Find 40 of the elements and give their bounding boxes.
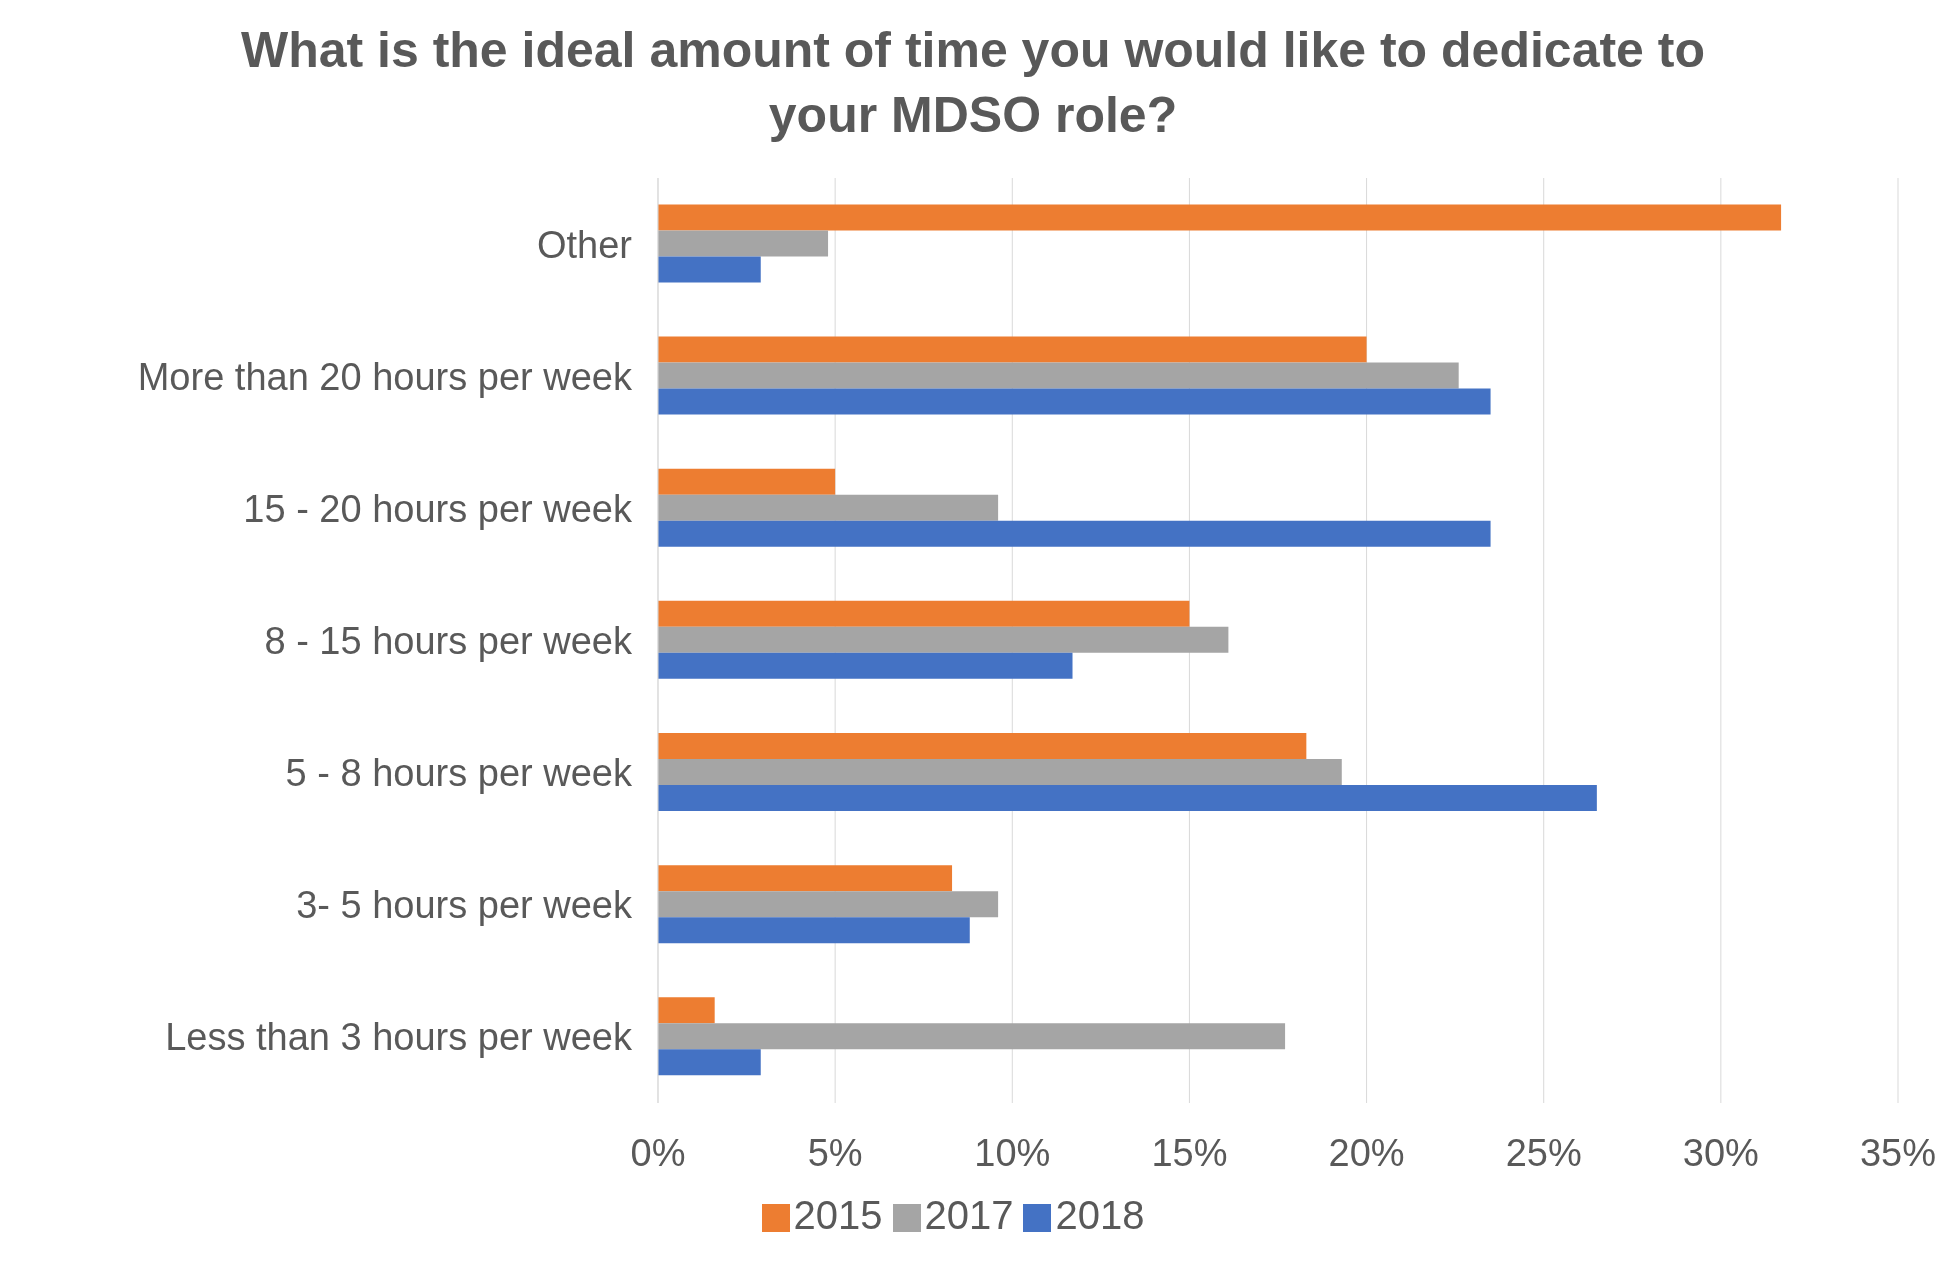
y-tick-label: Less than 3 hours per week <box>165 1016 633 1059</box>
bar <box>658 733 1307 759</box>
bar <box>658 652 1073 679</box>
bar <box>658 600 1190 627</box>
y-tick-label: 5 - 8 hours per week <box>285 752 633 795</box>
bar <box>658 388 1491 415</box>
x-tick-label: 15% <box>1151 1131 1228 1174</box>
y-tick-label: 8 - 15 hours per week <box>264 619 633 662</box>
bar <box>658 759 1342 785</box>
bar <box>658 785 1597 811</box>
legend-label: 2015 <box>793 1193 883 1237</box>
bar <box>658 997 715 1024</box>
bar <box>658 1023 1286 1050</box>
y-tick-label: 15 - 20 hours per week <box>243 487 633 530</box>
bar <box>658 494 999 521</box>
x-tick-label: 5% <box>807 1131 863 1174</box>
chart-title: What is the ideal amount of time you would like to dedicate to your MDSO role? <box>240 21 1706 145</box>
bar <box>658 256 761 283</box>
bar <box>658 230 829 257</box>
x-tick-label: 25% <box>1505 1131 1582 1174</box>
bar <box>658 917 970 944</box>
bar <box>658 362 1459 389</box>
bar <box>658 865 953 892</box>
y-tick-label: 3- 5 hours per week <box>296 884 633 927</box>
legend-label: 2018 <box>1055 1193 1145 1237</box>
bar <box>658 520 1491 547</box>
y-tick-label: Other <box>536 223 633 266</box>
bar <box>658 468 836 495</box>
x-tick-label: 20% <box>1328 1131 1405 1174</box>
x-tick-label: 0% <box>630 1131 686 1174</box>
bar <box>658 891 999 918</box>
bar <box>658 336 1367 363</box>
y-tick-label: More than 20 hours per week <box>137 355 633 398</box>
x-tick-label: 30% <box>1682 1131 1759 1174</box>
bar <box>658 1049 761 1076</box>
x-tick-label: 10% <box>974 1131 1051 1174</box>
bar <box>658 626 1229 653</box>
bar <box>658 204 1782 231</box>
legend-label: 2017 <box>924 1193 1014 1237</box>
x-tick-label: 35% <box>1859 1131 1937 1174</box>
